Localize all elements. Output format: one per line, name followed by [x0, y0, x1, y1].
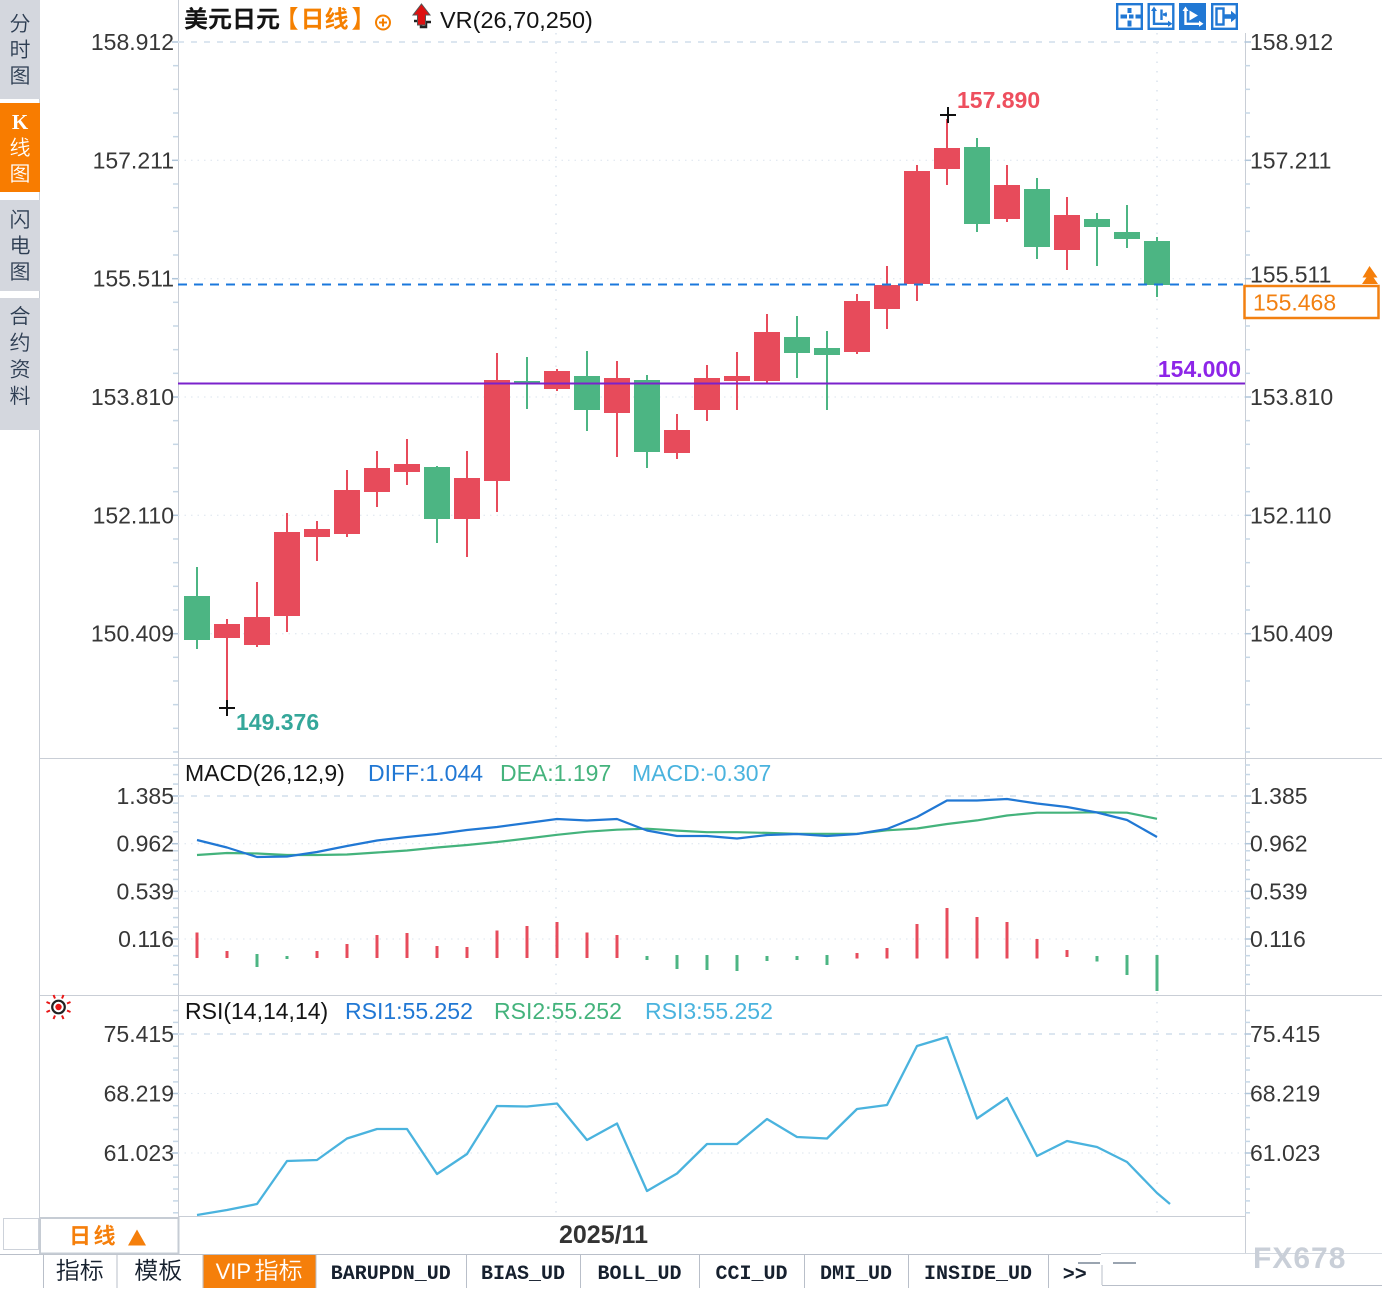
svg-text:155.511: 155.511 — [93, 266, 174, 292]
svg-text:68.219: 68.219 — [104, 1081, 174, 1107]
svg-text:BARUPDN_UD: BARUPDN_UD — [331, 1263, 451, 1286]
svg-text:MACD:-0.307: MACD:-0.307 — [632, 760, 771, 786]
svg-text:0.116: 0.116 — [118, 926, 174, 952]
svg-text:1.385: 1.385 — [1250, 783, 1308, 809]
svg-text:DMI_UD: DMI_UD — [820, 1263, 892, 1286]
svg-text:153.810: 153.810 — [91, 384, 174, 410]
svg-text:150.409: 150.409 — [1250, 621, 1333, 647]
svg-text:VIP: VIP — [216, 1259, 251, 1284]
svg-text:RSI2:55.252: RSI2:55.252 — [494, 998, 622, 1024]
svg-text:>>: >> — [1063, 1264, 1087, 1287]
svg-text:0.539: 0.539 — [116, 878, 174, 904]
svg-text:2025/11: 2025/11 — [559, 1221, 648, 1249]
svg-text:157.211: 157.211 — [1250, 147, 1331, 173]
svg-text:75.415: 75.415 — [1250, 1021, 1320, 1047]
svg-text:BOLL_UD: BOLL_UD — [597, 1263, 681, 1286]
svg-text:152.110: 152.110 — [93, 502, 174, 528]
svg-text:0.962: 0.962 — [1250, 831, 1308, 857]
svg-text:FX678: FX678 — [1253, 1242, 1346, 1275]
svg-text:157.211: 157.211 — [93, 147, 174, 173]
svg-text:157.890: 157.890 — [957, 87, 1040, 113]
svg-text:155.511: 155.511 — [1250, 262, 1331, 288]
svg-text:152.110: 152.110 — [1250, 502, 1331, 528]
svg-text:0.539: 0.539 — [1250, 878, 1308, 904]
svg-text:K: K — [12, 110, 29, 134]
svg-text:DIFF:1.044: DIFF:1.044 — [368, 760, 483, 786]
svg-text:DEA:1.197: DEA:1.197 — [500, 760, 611, 786]
svg-text:0.116: 0.116 — [1250, 926, 1306, 952]
svg-text:VR(26,70,250): VR(26,70,250) — [440, 7, 593, 33]
svg-text:RSI1:55.252: RSI1:55.252 — [345, 998, 473, 1024]
svg-text:158.912: 158.912 — [1250, 29, 1333, 55]
svg-text:68.219: 68.219 — [1250, 1081, 1320, 1107]
svg-text:INSIDE_UD: INSIDE_UD — [924, 1263, 1032, 1286]
svg-text:MACD(26,12,9): MACD(26,12,9) — [185, 760, 345, 786]
svg-text:61.023: 61.023 — [1250, 1140, 1320, 1166]
svg-text:CCI_UD: CCI_UD — [715, 1263, 787, 1286]
svg-text:155.468: 155.468 — [1253, 290, 1336, 316]
svg-text:0.962: 0.962 — [116, 831, 174, 857]
svg-text:RSI3:55.252: RSI3:55.252 — [645, 998, 773, 1024]
svg-text:75.415: 75.415 — [104, 1021, 174, 1047]
svg-text:61.023: 61.023 — [104, 1140, 174, 1166]
svg-text:153.810: 153.810 — [1250, 384, 1333, 410]
svg-text:RSI(14,14,14): RSI(14,14,14) — [185, 998, 328, 1024]
svg-text:149.376: 149.376 — [236, 709, 319, 735]
svg-text:1.385: 1.385 — [116, 783, 174, 809]
svg-text:150.409: 150.409 — [91, 621, 174, 647]
svg-text:154.000: 154.000 — [1158, 356, 1241, 382]
svg-text:158.912: 158.912 — [91, 29, 174, 55]
svg-text:BIAS_UD: BIAS_UD — [481, 1263, 565, 1286]
